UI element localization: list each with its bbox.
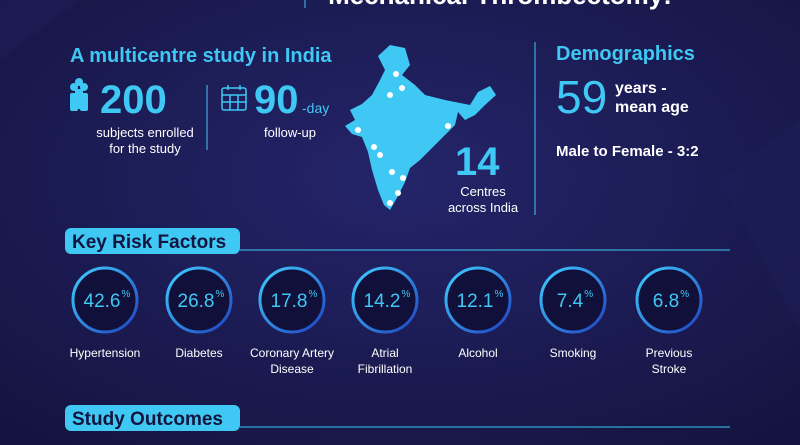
centres-text: across India <box>448 200 519 215</box>
india-map <box>345 45 496 210</box>
people-icon <box>70 78 88 111</box>
calendar-icon <box>221 85 247 111</box>
risk-circle <box>444 266 512 334</box>
followup-suffix: -day <box>302 100 329 116</box>
title: Mechanical Thrombectomy: <box>328 0 672 10</box>
risk-unit: % <box>680 289 689 300</box>
age-text: years - <box>615 80 667 97</box>
risk-unit: % <box>121 289 130 300</box>
risk-circle <box>258 266 326 334</box>
risk-factors: 42.6 % Hypertension 26.8 % Diabetes 17.8 % Coron… <box>70 266 703 376</box>
risk-unit: % <box>215 289 224 300</box>
risk-unit: % <box>584 289 593 300</box>
risk-value: 42.6 <box>84 291 121 312</box>
followup-text: follow-up <box>264 125 316 140</box>
risk-circle <box>165 266 233 334</box>
risk-circle <box>539 266 607 334</box>
risk-label: Fibrillation <box>358 362 413 376</box>
decor <box>0 0 80 60</box>
risk-label: Coronary Artery <box>250 346 334 360</box>
risk-value: 12.1 <box>457 291 494 312</box>
risk-unit: % <box>494 289 503 300</box>
risk-label: Atrial <box>371 346 398 360</box>
age-text: mean age <box>615 99 689 116</box>
followup-number: 90 <box>254 78 299 122</box>
risk-unit: % <box>308 289 317 300</box>
risk-label: Stroke <box>652 362 687 376</box>
demographics-heading: Demographics <box>556 43 695 65</box>
risk-circle <box>635 266 703 334</box>
risk-value: 17.8 <box>271 291 308 312</box>
decor <box>720 120 800 330</box>
centres-number: 14 <box>455 140 500 184</box>
centre-dots <box>355 71 451 206</box>
section-pill <box>65 405 240 431</box>
risk-unit: % <box>401 289 410 300</box>
risk-label: Hypertension <box>70 346 141 360</box>
subjects-text: for the study <box>109 141 181 156</box>
study-heading: A multicentre study in India <box>70 45 332 67</box>
subjects-text: subjects enrolled <box>96 125 194 140</box>
risk-value: 26.8 <box>178 291 215 312</box>
risk-label: Previous <box>646 346 693 360</box>
risk-value: 6.8 <box>653 291 679 312</box>
risk-value: 14.2 <box>364 291 401 312</box>
risk-label: Disease <box>270 362 314 376</box>
risk-label: Smoking <box>550 346 597 360</box>
sex-ratio: Male to Female - 3:2 <box>556 143 699 160</box>
section-heading: Key Risk Factors <box>72 232 226 253</box>
risk-label: Alcohol <box>458 346 497 360</box>
risk-label: Diabetes <box>175 346 222 360</box>
subjects-number: 200 <box>100 78 167 122</box>
risk-value: 7.4 <box>557 291 584 312</box>
section-pill <box>65 228 240 254</box>
section-heading: Study Outcomes <box>72 409 223 430</box>
centres-text: Centres <box>460 184 506 199</box>
age-number: 59 <box>556 71 607 123</box>
risk-circle <box>351 266 419 334</box>
risk-circle <box>71 266 139 334</box>
